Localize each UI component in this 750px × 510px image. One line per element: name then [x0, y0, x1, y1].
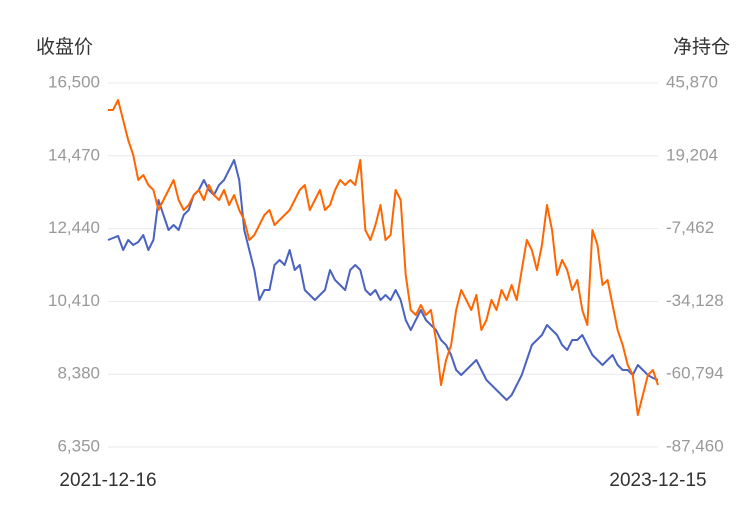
y-tick-label: 12,440 — [48, 218, 100, 237]
y2-tick-label: -60,794 — [666, 364, 724, 383]
x-tick-label: 2023-12-15 — [609, 470, 706, 491]
line-series — [107, 159, 659, 401]
y2-tick-label: 45,870 — [666, 72, 718, 91]
y-tick-label: 6,350 — [57, 436, 100, 455]
y-tick-label: 16,500 — [48, 72, 100, 91]
y-tick-label: 14,470 — [48, 145, 100, 164]
y2-tick-label: -87,460 — [666, 436, 724, 455]
y2-tick-label: -34,128 — [666, 291, 724, 310]
y-tick-label: 8,380 — [57, 364, 100, 383]
y2-tick-label: 19,204 — [666, 145, 718, 164]
y-tick-label: 10,410 — [48, 291, 100, 310]
y2-tick-label: -7,462 — [666, 218, 714, 237]
y-axis-title: 收盘价 — [36, 36, 93, 58]
y2-axis-title: 净持仓 — [673, 36, 730, 58]
x-tick-label: 2021-12-16 — [59, 470, 156, 491]
line-series — [108, 99, 659, 417]
